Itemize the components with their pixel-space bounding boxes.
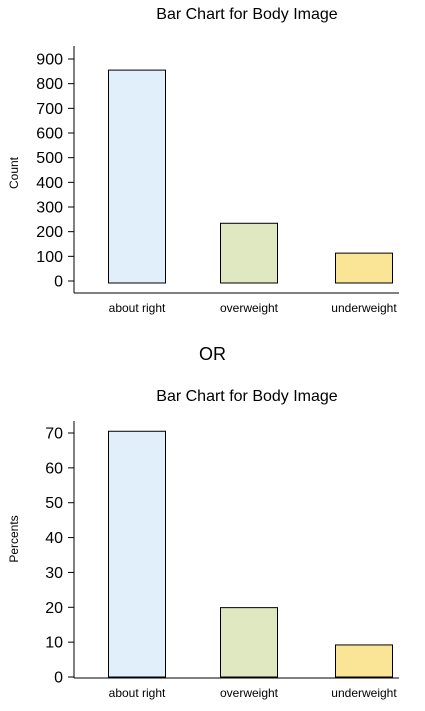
x-category-label: overweight xyxy=(220,686,279,700)
bar-underweight xyxy=(335,252,393,284)
y-tick-label: 700 xyxy=(36,101,63,118)
y-tick-label: 60 xyxy=(45,460,63,477)
chart-title: Bar Chart for Body Image xyxy=(156,388,338,405)
y-tick-label: 50 xyxy=(45,495,63,512)
bar-about-right xyxy=(108,430,166,678)
y-tick-label: 70 xyxy=(45,426,63,443)
y-tick-label: 200 xyxy=(36,224,63,241)
y-tick-label: 300 xyxy=(36,200,63,217)
y-tick-label: 30 xyxy=(45,565,63,582)
x-category-label: underweight xyxy=(331,301,397,315)
bar-overweight xyxy=(220,222,278,284)
bar-overweight xyxy=(220,607,278,678)
y-tick-label: 0 xyxy=(54,274,63,291)
plot-area: 0 100 200 300 400 500 600 700 800 900 about right o… xyxy=(36,46,399,315)
y-tick-label: 600 xyxy=(36,126,63,143)
chart-title: Bar Chart for Body Image xyxy=(156,6,338,23)
y-tick-label: 800 xyxy=(36,76,63,93)
y-tick-label: 10 xyxy=(45,635,63,652)
x-category-label: underweight xyxy=(331,686,397,700)
x-category-label: about right xyxy=(109,686,166,700)
y-tick-label: 100 xyxy=(36,249,63,266)
x-category-label: about right xyxy=(109,301,166,315)
y-axis-label: Percents xyxy=(7,515,21,562)
y-axis-label: Count xyxy=(7,156,21,189)
y-tick-label: 0 xyxy=(54,670,63,687)
x-category-label: overweight xyxy=(220,301,279,315)
y-tick-label: 20 xyxy=(45,600,63,617)
separator-text: OR xyxy=(199,344,226,364)
percent-bar-chart: Bar Chart for Body Image Percents 0 10 20 3… xyxy=(7,388,399,700)
y-tick-label: 40 xyxy=(45,530,63,547)
plot-area: 0 10 20 30 40 50 60 70 about right overweight unde… xyxy=(45,421,399,700)
y-tick-label: 400 xyxy=(36,175,63,192)
bar-about-right xyxy=(108,69,166,284)
count-bar-chart: Bar Chart for Body Image Count 0 100 200 30… xyxy=(7,6,399,315)
y-tick-label: 900 xyxy=(36,52,63,69)
bar-underweight xyxy=(335,644,393,678)
y-tick-label: 500 xyxy=(36,150,63,167)
